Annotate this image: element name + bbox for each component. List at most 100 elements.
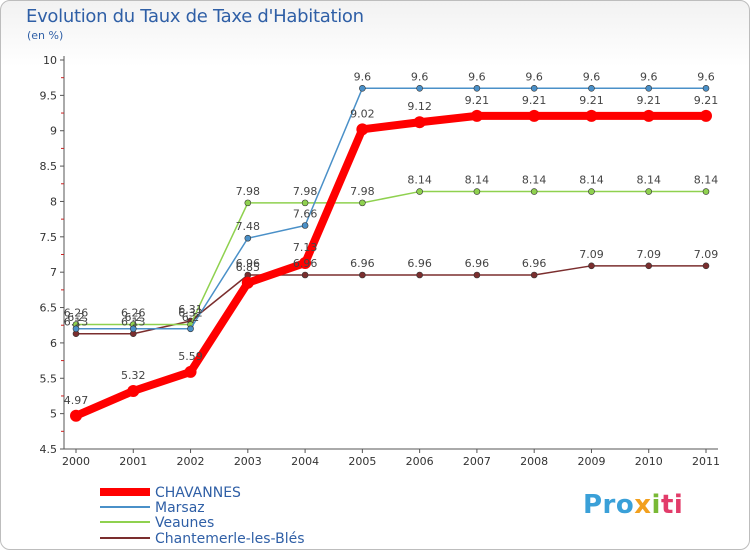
data-label: 9.21	[579, 94, 604, 107]
data-label: 6.96	[236, 257, 261, 270]
legend-label: CHAVANNES	[155, 485, 241, 501]
data-point	[702, 188, 710, 195]
data-labels: 6.13 6.13 6.31 6.96 6.96 6.96 6.96 6.96 6.96 7.09…	[64, 70, 719, 406]
data-label: 8.14	[694, 174, 719, 187]
data-label: 6.32	[178, 307, 203, 320]
data-point	[356, 123, 369, 136]
data-point	[645, 84, 653, 92]
legend-label: Marsaz	[155, 500, 205, 516]
data-label: 9.6	[411, 70, 429, 83]
data-label: 6.96	[350, 257, 375, 270]
data-label: 6.31	[178, 303, 203, 316]
data-label: 9.6	[525, 70, 543, 83]
data-point	[416, 188, 423, 195]
x-tick-label: 2002	[177, 455, 205, 468]
data-point	[241, 276, 254, 289]
data-point	[244, 199, 252, 207]
data-point	[530, 188, 538, 195]
x-tick-label: 2005	[348, 455, 376, 468]
data-point	[473, 84, 481, 92]
series-line-marsaz	[75, 87, 707, 330]
series-group	[70, 84, 712, 422]
data-point	[187, 325, 194, 333]
series-line-chantemerle-les-bl-s	[75, 265, 707, 335]
data-point	[645, 262, 653, 270]
data-point	[585, 109, 598, 122]
data-label: 9.21	[694, 94, 719, 107]
x-tick-label: 2000	[62, 455, 90, 468]
data-label: 9.6	[697, 70, 715, 83]
y-axis-unit: (en %)	[27, 29, 64, 42]
data-label: 7.98	[293, 185, 318, 198]
axes: 4.5 5 5.5 6 6.5 7 7.5 8 8.5 9 9.5 10 2000 2001 2002 200…	[40, 54, 721, 468]
x-tick-label: 2009	[577, 455, 605, 468]
x-tick-label: 2007	[463, 455, 491, 468]
logo-part-1: Pro	[583, 490, 635, 520]
logo-part-3: i	[651, 490, 661, 520]
data-point	[359, 84, 366, 92]
data-label: 9.02	[350, 107, 375, 120]
data-point	[530, 84, 538, 92]
y-tick-label: 8.5	[40, 160, 58, 173]
data-point	[588, 188, 595, 195]
data-point	[530, 271, 538, 279]
data-point	[129, 325, 137, 333]
data-point	[588, 262, 595, 270]
data-label: 8.14	[407, 174, 432, 187]
y-tick-label: 5	[50, 408, 57, 421]
data-label: 8.14	[579, 174, 604, 187]
y-tick-label: 7.5	[40, 231, 58, 244]
legend-label: Veaunes	[155, 515, 214, 531]
legend-label: Chantemerle-les-Blés	[155, 531, 305, 547]
data-label: 6.96	[293, 257, 318, 270]
data-label: 9.21	[465, 94, 490, 107]
series-line-veaunes	[75, 190, 707, 326]
data-label: 9.6	[468, 70, 486, 83]
data-point	[700, 109, 712, 122]
data-point	[127, 385, 140, 398]
data-point	[359, 271, 366, 279]
x-tick-label: 2011	[692, 455, 720, 468]
data-point	[184, 365, 197, 378]
data-label: 6.96	[407, 257, 432, 270]
data-label: 5.59	[178, 350, 203, 363]
y-tick-label: 9	[50, 125, 57, 138]
data-label: 7.09	[636, 248, 661, 261]
data-label: 7.98	[236, 185, 261, 198]
data-label: 8.14	[465, 174, 490, 187]
chart-title: Evolution du Taux de Taxe d'Habitation	[26, 6, 364, 27]
data-label: 6.96	[465, 257, 490, 270]
data-label: 9.6	[354, 70, 372, 83]
y-tick-label: 8	[50, 195, 57, 208]
data-point	[645, 188, 653, 195]
data-point	[416, 84, 423, 92]
data-point	[470, 109, 483, 122]
data-label: 6.2	[67, 311, 85, 324]
x-tick-label: 2010	[635, 455, 663, 468]
x-tick-label: 2003	[234, 455, 262, 468]
data-point	[299, 256, 312, 269]
data-label: 7.98	[350, 185, 375, 198]
data-label: 8.14	[522, 174, 547, 187]
data-label: 9.6	[640, 70, 658, 83]
data-point	[473, 188, 481, 195]
data-label: 6.85	[236, 261, 261, 274]
data-point	[702, 84, 710, 92]
data-point	[642, 109, 655, 122]
proxiti-logo: Proxiti	[583, 490, 683, 520]
y-tick-label: 4.5	[40, 443, 58, 456]
data-label: 7.09	[579, 248, 604, 261]
data-label: 7.66	[293, 208, 318, 221]
data-label: 6.13	[121, 316, 146, 329]
data-point	[70, 409, 82, 422]
data-point	[528, 109, 541, 122]
data-label: 5.32	[121, 369, 146, 382]
y-tick-label: 5.5	[40, 372, 58, 385]
data-point	[301, 199, 309, 207]
data-label: 8.14	[636, 174, 661, 187]
y-tick-label: 7	[50, 266, 57, 279]
data-label: 9.21	[636, 94, 661, 107]
data-label: 9.6	[583, 70, 601, 83]
y-tick-label: 6.5	[40, 302, 58, 315]
